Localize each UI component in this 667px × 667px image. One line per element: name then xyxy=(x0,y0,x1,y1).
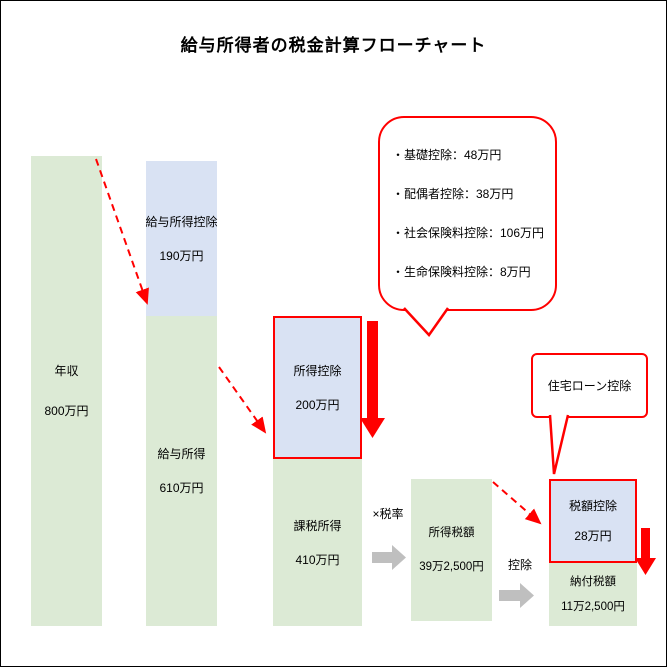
bar-income-tax-amount: 所得税額 39万2,500円 xyxy=(411,479,492,621)
bar-value: 11万2,500円 xyxy=(561,601,625,613)
dashed-arrow-deduction-drop xyxy=(218,366,267,434)
bar-label: 課税所得 xyxy=(293,518,342,533)
bar-value: 39万2,500円 xyxy=(419,561,484,573)
page-title: 給与所得者の税金計算フローチャート xyxy=(180,36,487,55)
box-salary-income-deduction: 給与所得控除 190万円 xyxy=(145,161,218,316)
bar-label: 所得税額 xyxy=(428,527,475,539)
bar-value: 610万円 xyxy=(159,481,204,495)
callout-line: ・配偶者控除：38万円 xyxy=(392,186,514,201)
deduction-breakdown-callout: ・基礎控除：48万円 ・配偶者控除：38万円 ・社会保険料控除：106万円 ・生… xyxy=(378,116,557,311)
bar-label: 年収 xyxy=(54,364,79,378)
gray-right-arrow-deduct xyxy=(499,583,534,608)
box-tax-credit: 税額控除 28万円 xyxy=(549,479,637,563)
housing-label-text: 住宅ローン控除 xyxy=(547,379,632,393)
housing-callout-tail xyxy=(548,414,570,475)
gray-right-arrow-taxrate xyxy=(372,545,406,570)
red-down-arrow-small xyxy=(635,528,656,575)
bar-label: 給与所得 xyxy=(157,447,206,461)
box-value: 200万円 xyxy=(295,397,340,412)
bar-label: 納付税額 xyxy=(570,576,616,588)
dashed-arrow-credit-drop xyxy=(492,481,542,525)
red-down-arrow-large xyxy=(360,321,385,438)
bar-taxable-income: 課税所得 410万円 xyxy=(273,459,362,626)
box-label: 給与所得控除 xyxy=(145,214,218,229)
box-income-deduction: 所得控除 200万円 xyxy=(273,316,362,459)
box-label: 税額控除 xyxy=(568,499,617,513)
housing-loan-deduction-label: 住宅ローン控除 xyxy=(531,353,648,418)
bar-annual-income: 年収 800万円 xyxy=(31,156,102,626)
bar-tax-payment: 納付税額 11万2,500円 xyxy=(549,563,637,626)
bar-value: 800万円 xyxy=(44,404,89,418)
box-value: 28万円 xyxy=(574,529,612,543)
callout-line: ・基礎控除：48万円 xyxy=(392,147,502,162)
callout-line: ・社会保険料控除：106万円 xyxy=(392,225,545,240)
bar-value: 410万円 xyxy=(295,552,340,567)
box-value: 190万円 xyxy=(159,248,204,263)
operator-deduction: 控除 xyxy=(507,558,532,572)
dashed-arrow-income-drop xyxy=(95,158,149,305)
callout-line: ・生命保険料控除：8万円 xyxy=(392,264,531,279)
callout-tail xyxy=(403,307,450,337)
operator-tax-rate: ×税率 xyxy=(372,507,404,521)
box-label: 所得控除 xyxy=(293,363,342,378)
bar-salary-income: 給与所得 610万円 xyxy=(146,316,217,626)
